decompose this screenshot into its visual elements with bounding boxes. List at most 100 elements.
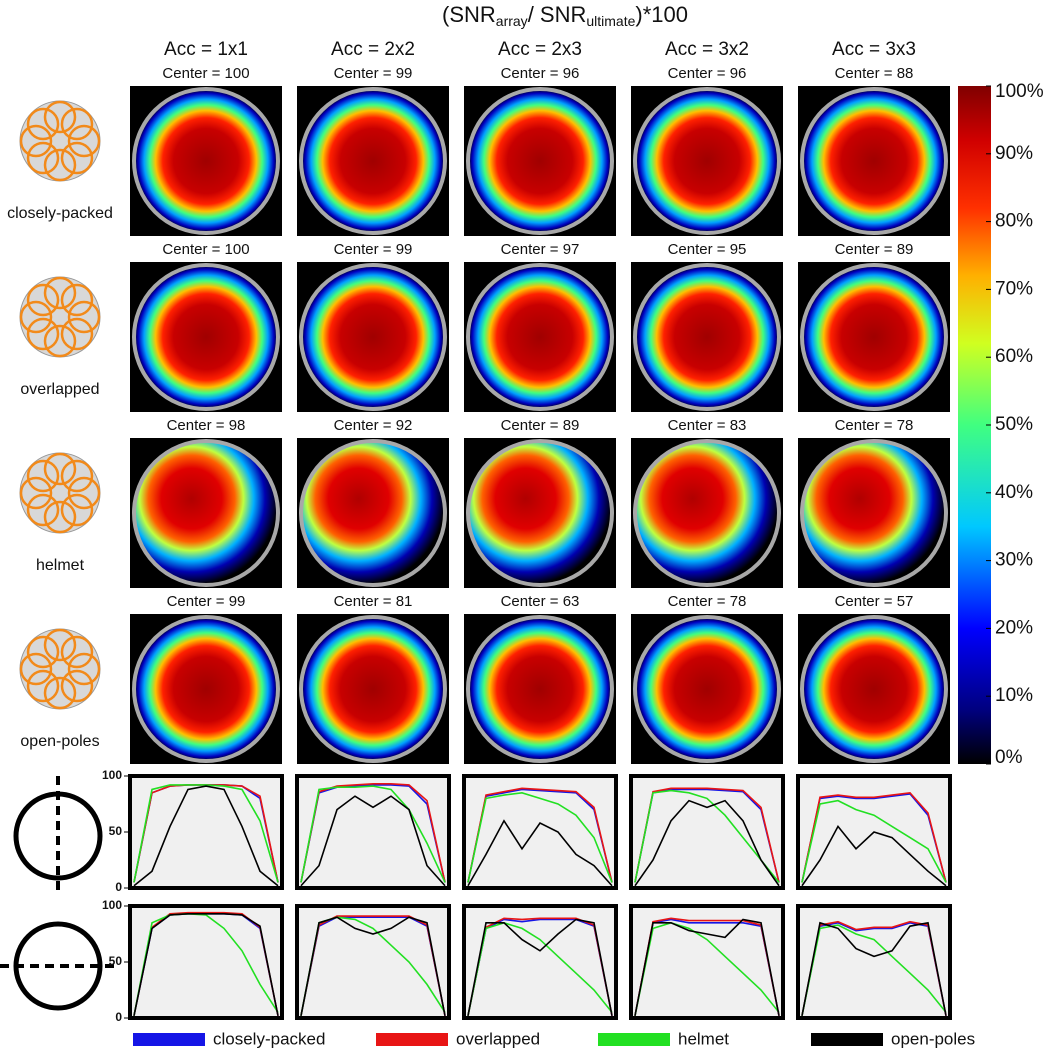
center-prefix: Center = <box>334 241 396 258</box>
profile-line <box>634 917 780 1016</box>
legend-label: closely-packed <box>213 1029 325 1048</box>
center-label: Center = 99 <box>167 593 246 610</box>
center-label: Center = 57 <box>835 593 914 610</box>
center-prefix: Center = <box>334 593 396 610</box>
center-label: Center = 98 <box>167 417 246 434</box>
y-tick-label: 0 <box>115 1010 122 1024</box>
profile-line <box>133 785 279 887</box>
coil-loop <box>60 635 94 669</box>
colorbar-label: 70% <box>995 278 1033 299</box>
center-prefix: Center = <box>835 593 897 610</box>
coil-loop <box>19 124 53 158</box>
heatmap <box>468 617 612 761</box>
center-value: 98 <box>229 417 246 434</box>
center-prefix: Center = <box>668 241 730 258</box>
profile-frame <box>629 774 785 890</box>
center-label: Center = 99 <box>334 241 413 258</box>
profile-line <box>300 783 446 883</box>
coil-loop <box>43 100 77 134</box>
coil-loop <box>19 652 53 686</box>
coil-loop <box>60 493 94 527</box>
center-label: Center = 78 <box>668 593 747 610</box>
profile-line <box>300 795 446 887</box>
phantom-outline <box>299 87 447 235</box>
legend-label: helmet <box>678 1029 729 1048</box>
heatmap <box>468 441 612 585</box>
center-value: 83 <box>730 417 747 434</box>
center-value: 99 <box>396 241 413 258</box>
center-value: 88 <box>897 65 914 82</box>
profile-frame <box>462 774 618 890</box>
phantom-outline <box>633 615 781 763</box>
profile-line <box>467 921 613 1016</box>
center-label: Center = 95 <box>668 241 747 258</box>
colorbar-label: 50% <box>995 414 1033 435</box>
legend-label: overlapped <box>456 1029 540 1048</box>
center-prefix: Center = <box>334 417 396 434</box>
phantom-outline <box>132 263 280 411</box>
phantom-outline <box>132 439 280 587</box>
colorbar-label: 0% <box>995 747 1023 768</box>
center-label: Center = 92 <box>334 417 413 434</box>
profile-line <box>467 819 613 887</box>
phantom-outline <box>633 439 781 587</box>
phantom-outline <box>633 87 781 235</box>
title-part: (SNR <box>442 2 496 27</box>
heatmap <box>134 441 278 585</box>
coil-loop <box>26 669 60 703</box>
center-label: Center = 99 <box>334 65 413 82</box>
phantom-outline <box>299 263 447 411</box>
coil-loop <box>43 676 77 710</box>
heatmap <box>635 89 779 233</box>
profile-line <box>634 918 780 1016</box>
profile-icon <box>13 921 103 1011</box>
profile-line <box>634 918 780 1016</box>
center-prefix: Center = <box>668 593 730 610</box>
column-header: Acc = 3x2 <box>665 39 749 60</box>
phantom-outline <box>466 263 614 411</box>
colorbar-label: 100% <box>995 81 1044 102</box>
coil-loop <box>26 493 60 527</box>
coil-loop <box>43 148 77 182</box>
heatmap <box>301 89 445 233</box>
colorbar-label: 10% <box>995 685 1033 706</box>
heatmap <box>468 89 612 233</box>
coil-loop <box>60 317 94 351</box>
legend-swatch <box>133 1033 205 1046</box>
heatmap <box>802 441 946 585</box>
y-tick-label: 100 <box>102 898 122 912</box>
center-prefix: Center = <box>668 417 730 434</box>
profile-line <box>300 916 446 1016</box>
legend-swatch <box>598 1033 670 1046</box>
center-label: Center = 83 <box>668 417 747 434</box>
center-prefix: Center = <box>501 593 563 610</box>
coil-loop <box>67 652 101 686</box>
profile-line <box>300 785 446 883</box>
profile-line <box>801 799 947 883</box>
coil-loop <box>43 324 77 358</box>
center-prefix: Center = <box>167 417 229 434</box>
center-label: Center = 63 <box>501 593 580 610</box>
profile-line <box>300 916 446 1016</box>
figure-title: (SNRarray/ SNRultimate)*100 <box>442 2 688 29</box>
center-label: Center = 89 <box>501 417 580 434</box>
profile-line <box>801 924 947 1016</box>
legend-swatch <box>376 1033 448 1046</box>
center-value: 97 <box>563 241 580 258</box>
profile-frame <box>295 774 451 890</box>
phantom-outline <box>633 263 781 411</box>
title-subscript: array <box>496 13 528 29</box>
y-tick-label: 50 <box>109 824 123 838</box>
phantom-outline <box>800 439 948 587</box>
heatmap <box>635 617 779 761</box>
row-label: overlapped <box>20 381 99 398</box>
column-header: Acc = 3x3 <box>832 39 916 60</box>
phantom-outline <box>466 87 614 235</box>
center-label: Center = 96 <box>501 65 580 82</box>
row-label: open-poles <box>20 733 99 750</box>
heatmap <box>134 89 278 233</box>
colorbar-label: 90% <box>995 143 1033 164</box>
coil-loop <box>26 317 60 351</box>
column-header: Acc = 2x2 <box>331 39 415 60</box>
center-value: 78 <box>730 593 747 610</box>
